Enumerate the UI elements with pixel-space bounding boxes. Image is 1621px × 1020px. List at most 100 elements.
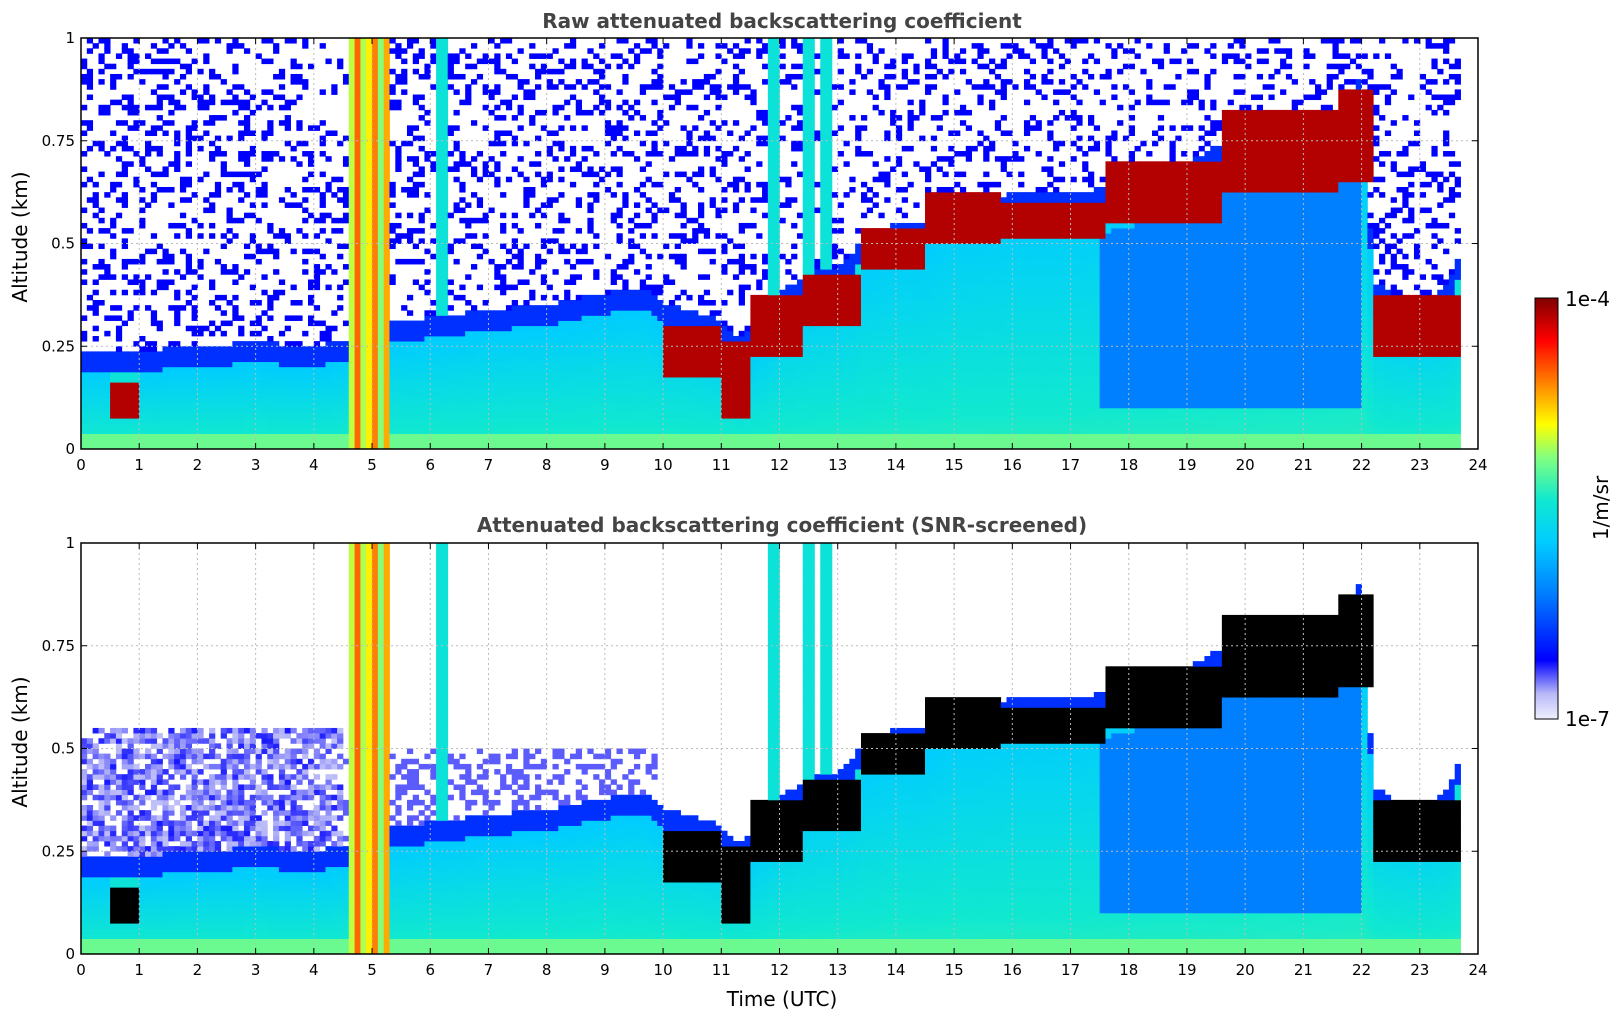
heatmap-cell — [127, 161, 134, 167]
heatmap-cell — [139, 356, 146, 363]
heatmap-cell — [243, 104, 251, 111]
heatmap-cell — [756, 300, 763, 306]
heatmap-cell — [482, 212, 489, 219]
heatmap-cell — [622, 192, 629, 198]
heatmap-cell — [354, 151, 361, 157]
heatmap-cell — [639, 356, 647, 363]
heatmap-cell — [360, 335, 367, 342]
heatmap-cell — [645, 428, 652, 434]
heatmap-cell — [255, 392, 262, 399]
heatmap-cell — [121, 428, 128, 434]
heatmap-cell — [698, 43, 705, 49]
heatmap-cell — [366, 397, 373, 404]
heatmap-cell — [232, 371, 239, 378]
heatmap-cell — [319, 433, 326, 440]
heatmap-cell — [86, 433, 94, 440]
heatmap-cell — [296, 120, 303, 126]
heatmap-cell — [488, 433, 495, 440]
heatmap-cell — [156, 58, 163, 65]
heatmap-cell — [121, 351, 128, 357]
heatmap-cell — [430, 351, 437, 357]
heatmap-cell — [698, 274, 705, 280]
heatmap-cell — [249, 418, 257, 424]
heatmap-cell — [459, 433, 466, 440]
heatmap-cell — [441, 428, 449, 434]
heatmap-cell — [92, 423, 99, 429]
heatmap-cell — [377, 433, 385, 440]
heatmap-cell — [698, 207, 705, 214]
heatmap-cell — [348, 335, 355, 342]
heatmap-cell — [645, 207, 652, 214]
heatmap-cell — [214, 371, 222, 378]
heatmap-cell — [313, 264, 321, 270]
heatmap-cell — [441, 63, 449, 70]
heatmap-cell — [535, 161, 542, 167]
heatmap-cell — [633, 320, 641, 327]
heatmap-cell — [715, 402, 722, 409]
heatmap-cell — [354, 248, 361, 255]
heatmap-cell — [412, 192, 420, 198]
heatmap-cell — [290, 248, 297, 255]
heatmap-cell — [698, 335, 705, 342]
heatmap-cell — [569, 300, 577, 306]
heatmap-cell — [500, 443, 507, 450]
heatmap-cell — [430, 330, 437, 337]
heatmap-cell — [348, 428, 355, 434]
heatmap-cell — [529, 407, 536, 414]
heatmap-cell — [383, 89, 390, 95]
heatmap-cell — [599, 325, 606, 332]
heatmap-cell — [162, 366, 169, 373]
heatmap-cell — [81, 397, 88, 404]
heatmap-cell — [156, 171, 163, 178]
heatmap-cell — [249, 253, 257, 260]
heatmap-cell — [383, 63, 390, 70]
heatmap-cell — [110, 433, 117, 440]
heatmap-cell — [220, 438, 227, 445]
heatmap-cell — [663, 361, 670, 368]
heatmap-cell — [395, 43, 402, 49]
heatmap-cell — [651, 433, 658, 440]
heatmap-cell — [150, 341, 158, 347]
heatmap-cell — [668, 413, 676, 419]
heatmap-cell — [209, 428, 216, 434]
heatmap-cell — [564, 428, 571, 434]
heatmap-cell — [459, 99, 466, 106]
heatmap-cell — [727, 382, 734, 388]
heatmap-cell — [209, 222, 216, 229]
heatmap-cell — [494, 351, 501, 357]
heatmap-cell — [232, 341, 239, 347]
heatmap-cell — [115, 402, 123, 409]
heatmap-cell — [633, 186, 641, 193]
heatmap-cell — [302, 413, 309, 419]
heatmap-cell — [569, 166, 577, 172]
heatmap-cell — [680, 79, 687, 85]
heatmap-cell — [552, 356, 559, 363]
heatmap-cell — [633, 346, 641, 352]
heatmap-cell — [383, 109, 390, 116]
heatmap-cell — [593, 79, 600, 85]
heatmap-cell — [436, 269, 443, 275]
heatmap-cell — [581, 413, 588, 419]
heatmap-cell — [436, 176, 443, 183]
heatmap-cell — [546, 438, 553, 445]
heatmap-cell — [703, 356, 711, 363]
heatmap-cell — [651, 233, 658, 239]
heatmap-cell — [715, 366, 722, 373]
heatmap-cell — [185, 387, 192, 393]
heatmap-cell — [616, 377, 623, 383]
heatmap-cell — [436, 407, 443, 414]
heatmap-cell — [261, 407, 268, 414]
heatmap-cell — [494, 84, 501, 90]
heatmap-cell — [412, 443, 420, 450]
heatmap-cell — [593, 361, 600, 368]
heatmap-cell — [587, 402, 594, 409]
heatmap-cell — [232, 305, 239, 311]
heatmap-cell — [372, 79, 379, 85]
heatmap-cell — [308, 366, 315, 373]
heatmap-cell — [179, 181, 187, 188]
heatmap-cell — [296, 356, 303, 363]
heatmap-cell — [354, 366, 361, 373]
heatmap-cell — [366, 212, 373, 219]
heatmap-cell — [354, 413, 361, 419]
heatmap-cell — [366, 130, 373, 137]
